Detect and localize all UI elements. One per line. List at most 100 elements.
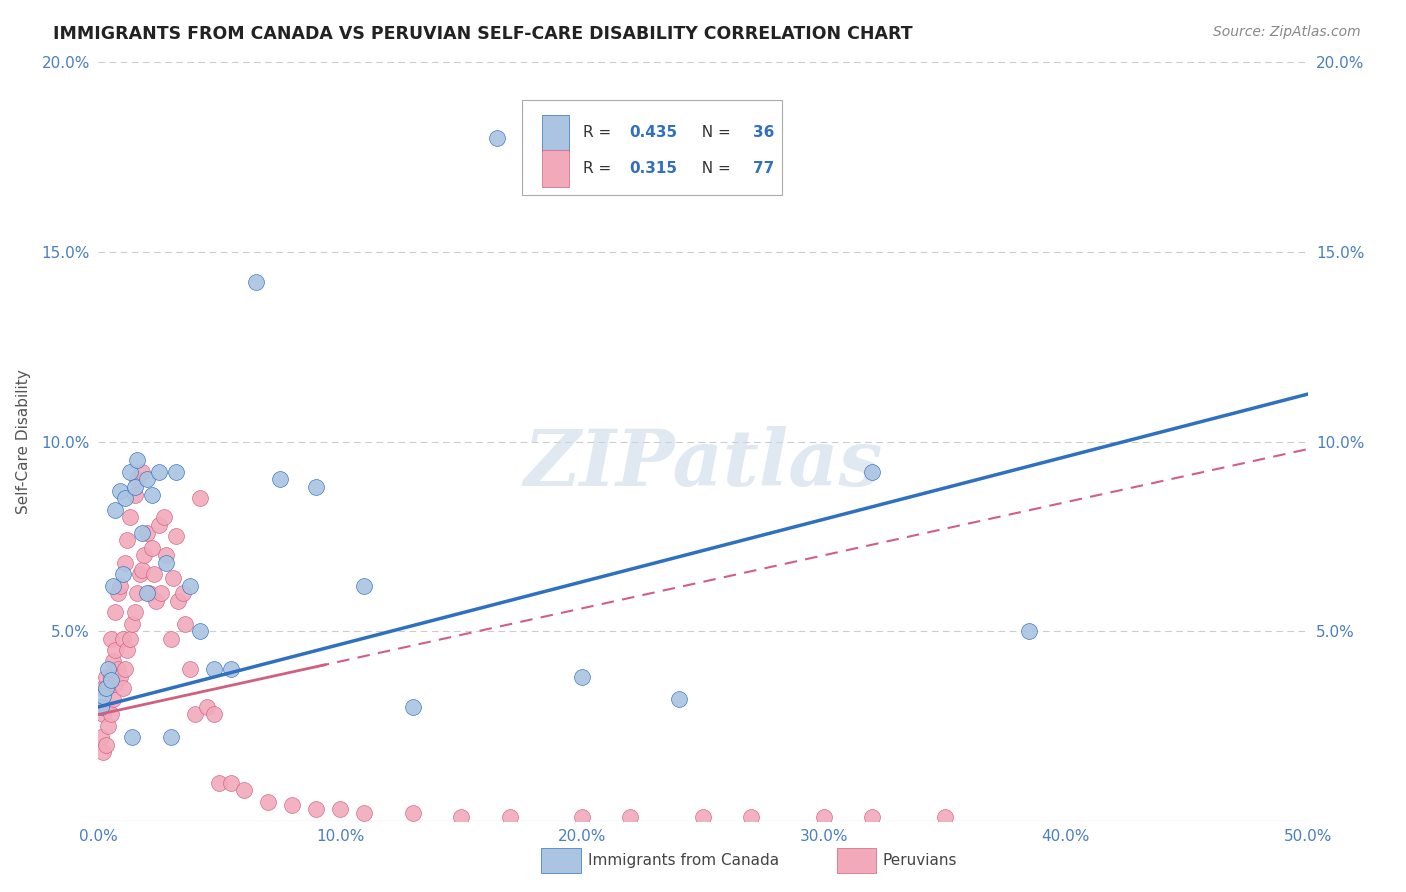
Point bbox=[486, 131, 509, 145]
Point bbox=[174, 616, 197, 631]
Point bbox=[97, 681, 120, 695]
Point bbox=[91, 707, 114, 722]
Point bbox=[131, 564, 153, 578]
Y-axis label: Self-Care Disability: Self-Care Disability bbox=[15, 369, 31, 514]
Point bbox=[305, 802, 328, 816]
Point bbox=[114, 491, 136, 506]
Point bbox=[450, 810, 472, 824]
Point bbox=[114, 662, 136, 676]
Point bbox=[160, 730, 183, 744]
Point bbox=[94, 699, 117, 714]
Text: R =: R = bbox=[583, 161, 616, 176]
Point bbox=[104, 677, 127, 691]
Point bbox=[91, 746, 114, 760]
Point bbox=[668, 692, 690, 706]
Point bbox=[141, 488, 163, 502]
Point bbox=[172, 586, 194, 600]
Point bbox=[90, 699, 112, 714]
Point bbox=[131, 465, 153, 479]
Point bbox=[108, 669, 131, 684]
Point bbox=[97, 662, 120, 676]
Point bbox=[402, 699, 425, 714]
Point bbox=[232, 783, 254, 797]
Point bbox=[221, 776, 243, 790]
Point bbox=[91, 689, 114, 703]
Point bbox=[934, 810, 956, 824]
Point bbox=[101, 655, 124, 669]
Text: 77: 77 bbox=[752, 161, 773, 176]
Point bbox=[1018, 624, 1040, 639]
Point bbox=[740, 810, 762, 824]
Point bbox=[619, 810, 641, 824]
Point bbox=[184, 707, 207, 722]
Point bbox=[188, 624, 211, 639]
Point bbox=[104, 643, 127, 657]
Point bbox=[100, 707, 122, 722]
Text: 0.435: 0.435 bbox=[630, 126, 678, 140]
Point bbox=[124, 605, 146, 619]
Point bbox=[107, 662, 129, 676]
Point bbox=[128, 567, 150, 582]
Point bbox=[256, 795, 278, 809]
Point bbox=[269, 473, 291, 487]
Point bbox=[100, 632, 122, 646]
Point bbox=[204, 707, 226, 722]
Point bbox=[111, 681, 134, 695]
Point bbox=[162, 571, 184, 585]
Point bbox=[127, 473, 149, 487]
Text: Peruvians: Peruvians bbox=[883, 854, 957, 868]
Point bbox=[91, 681, 114, 695]
Point bbox=[148, 517, 170, 532]
Point bbox=[195, 699, 218, 714]
Text: ZIPatlas: ZIPatlas bbox=[523, 426, 883, 502]
Point bbox=[94, 738, 117, 752]
Point bbox=[329, 802, 352, 816]
Point bbox=[165, 465, 187, 479]
Point bbox=[121, 616, 143, 631]
Point bbox=[111, 567, 134, 582]
Point bbox=[138, 586, 160, 600]
Point bbox=[124, 480, 146, 494]
Point bbox=[127, 586, 149, 600]
Point bbox=[100, 673, 122, 688]
Text: N =: N = bbox=[692, 126, 735, 140]
Point bbox=[305, 480, 328, 494]
Point bbox=[107, 586, 129, 600]
Point bbox=[127, 453, 149, 467]
Point bbox=[118, 465, 141, 479]
Point bbox=[100, 669, 122, 684]
Text: 36: 36 bbox=[752, 126, 773, 140]
Point bbox=[208, 776, 231, 790]
Text: Source: ZipAtlas.com: Source: ZipAtlas.com bbox=[1213, 25, 1361, 39]
Text: IMMIGRANTS FROM CANADA VS PERUVIAN SELF-CARE DISABILITY CORRELATION CHART: IMMIGRANTS FROM CANADA VS PERUVIAN SELF-… bbox=[53, 25, 912, 43]
FancyBboxPatch shape bbox=[522, 101, 782, 195]
Point bbox=[131, 525, 153, 540]
Point bbox=[152, 510, 174, 524]
Point bbox=[571, 810, 593, 824]
Point bbox=[143, 567, 166, 582]
Bar bbox=[543, 115, 569, 151]
Text: Immigrants from Canada: Immigrants from Canada bbox=[588, 854, 779, 868]
Point bbox=[108, 483, 131, 498]
Point bbox=[94, 669, 117, 684]
Point bbox=[160, 632, 183, 646]
Point bbox=[114, 556, 136, 570]
Point bbox=[860, 465, 883, 479]
Point bbox=[134, 548, 156, 563]
Point bbox=[498, 810, 520, 824]
Point bbox=[111, 632, 134, 646]
Point bbox=[155, 556, 177, 570]
Point bbox=[118, 632, 141, 646]
Point bbox=[402, 806, 425, 821]
Point bbox=[117, 643, 139, 657]
Point bbox=[188, 491, 211, 506]
Point bbox=[101, 579, 124, 593]
Point bbox=[353, 579, 375, 593]
Point bbox=[90, 699, 112, 714]
Point bbox=[90, 730, 112, 744]
Point bbox=[135, 525, 157, 540]
Point bbox=[148, 465, 170, 479]
Point bbox=[141, 541, 163, 555]
Point bbox=[121, 730, 143, 744]
Point bbox=[204, 662, 226, 676]
